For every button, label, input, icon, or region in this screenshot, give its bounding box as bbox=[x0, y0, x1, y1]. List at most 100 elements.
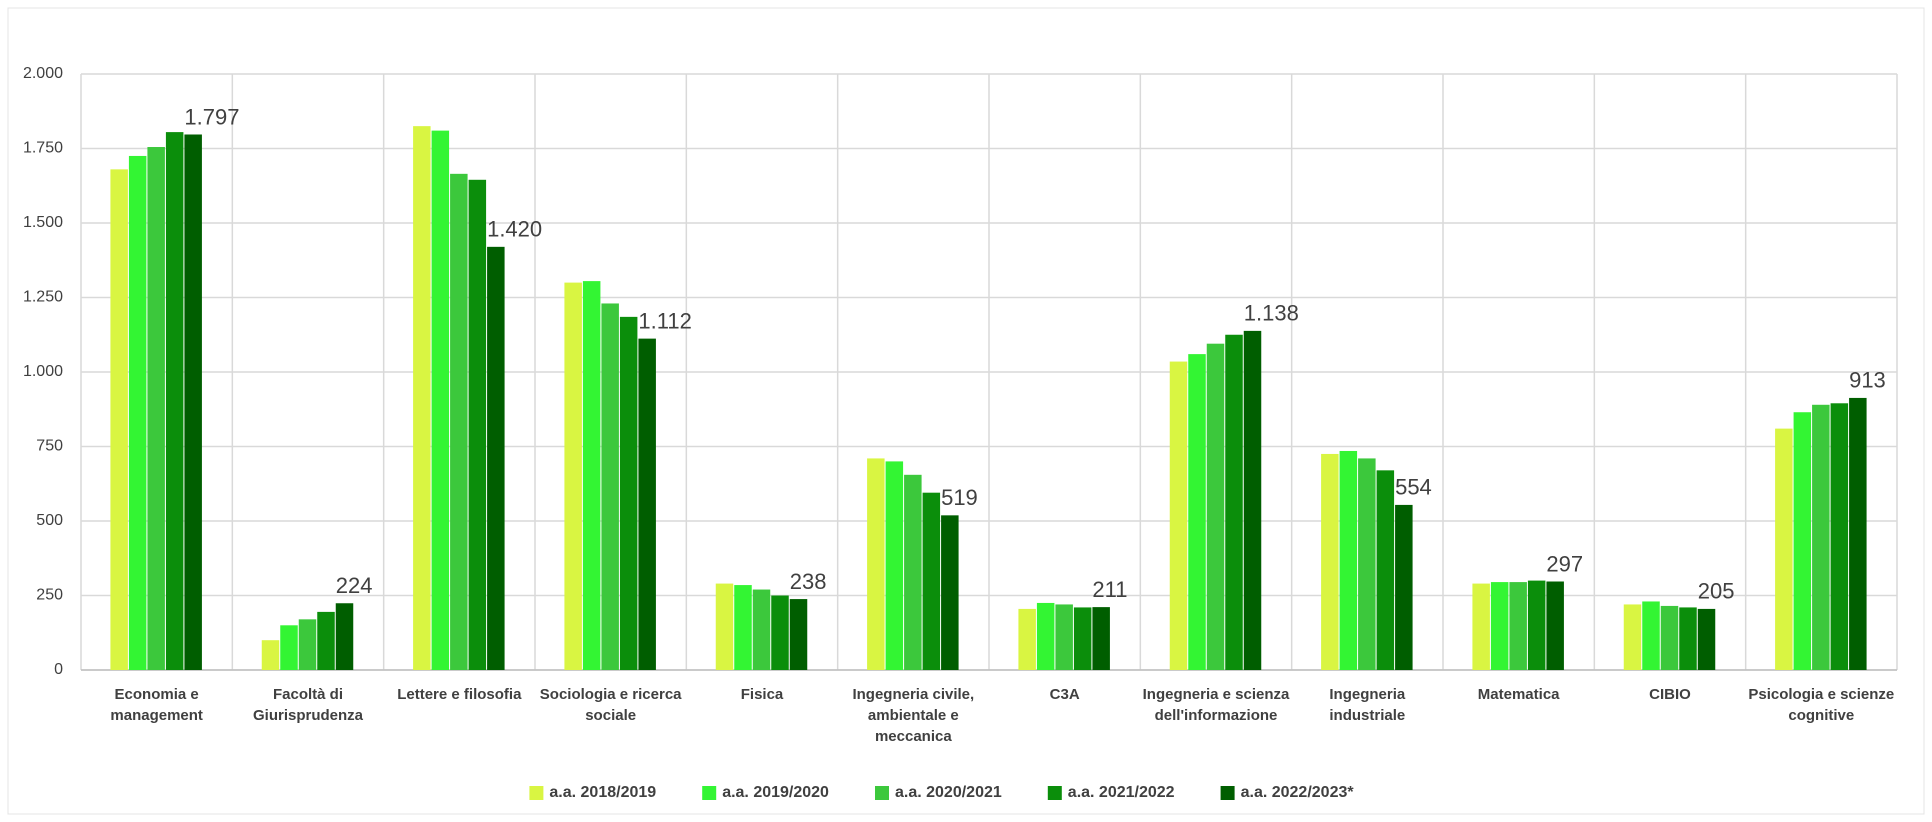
bar bbox=[1055, 604, 1073, 670]
bar bbox=[734, 585, 752, 670]
legend-swatch bbox=[702, 786, 717, 800]
legend-label: a.a. 2022/2023* bbox=[1241, 784, 1355, 801]
bar bbox=[110, 169, 128, 671]
x-tick-label: C3A bbox=[1049, 686, 1080, 703]
bar bbox=[601, 303, 619, 670]
bar bbox=[1018, 608, 1036, 670]
y-tick-label: 1.750 bbox=[23, 140, 63, 157]
legend-label: a.a. 2019/2020 bbox=[722, 784, 829, 801]
bar bbox=[1527, 580, 1546, 670]
bar bbox=[487, 246, 505, 670]
bar bbox=[1472, 583, 1490, 670]
bar bbox=[317, 611, 335, 670]
value-label: 238 bbox=[790, 569, 827, 594]
bar bbox=[1642, 601, 1660, 670]
y-tick-label: 1.000 bbox=[23, 363, 63, 380]
bar bbox=[165, 132, 184, 671]
value-label: 1.797 bbox=[184, 104, 239, 129]
bar bbox=[1509, 582, 1527, 670]
x-tick-label: Ingegneria industriale bbox=[1329, 686, 1406, 724]
legend-label: a.a. 2020/2021 bbox=[895, 784, 1002, 801]
bar bbox=[1225, 334, 1243, 670]
value-label: 554 bbox=[1395, 475, 1432, 500]
x-tick-label: CIBIO bbox=[1649, 686, 1691, 703]
bar bbox=[885, 461, 904, 670]
bar bbox=[582, 281, 601, 670]
value-label: 211 bbox=[1092, 577, 1127, 602]
bar bbox=[1092, 607, 1110, 670]
bar bbox=[1623, 604, 1642, 670]
bar bbox=[261, 640, 280, 670]
y-tick-label: 2.000 bbox=[23, 65, 63, 82]
x-tick-label: Matematica bbox=[1477, 686, 1560, 703]
value-label: 1.112 bbox=[638, 308, 691, 333]
y-tick-label: 1.250 bbox=[23, 289, 63, 306]
legend-swatch bbox=[1220, 786, 1235, 800]
value-label: 297 bbox=[1546, 551, 1583, 576]
bar bbox=[715, 583, 734, 670]
bar bbox=[638, 338, 656, 670]
x-tick-label: Facoltà di Giurisprudenza bbox=[252, 686, 364, 724]
bar bbox=[450, 173, 468, 670]
x-tick-label: Economia e management bbox=[110, 686, 203, 724]
bar bbox=[280, 625, 298, 670]
bar bbox=[1243, 330, 1262, 670]
bar bbox=[564, 282, 582, 670]
bar bbox=[1395, 504, 1413, 670]
value-label: 1.420 bbox=[487, 217, 542, 242]
x-tick-label: Sociologia e ricerca sociale bbox=[539, 686, 682, 724]
bar bbox=[1376, 470, 1395, 670]
bar bbox=[922, 492, 941, 670]
bar bbox=[1073, 607, 1092, 670]
legend-swatch bbox=[875, 786, 889, 800]
legend-label: a.a. 2018/2019 bbox=[549, 784, 656, 801]
bar bbox=[1490, 582, 1509, 670]
bar bbox=[1660, 605, 1679, 670]
bar bbox=[1358, 458, 1376, 670]
y-tick-label: 750 bbox=[36, 438, 63, 455]
x-tick-label: Lettere e filosofia bbox=[397, 686, 522, 703]
bar bbox=[941, 515, 959, 670]
value-label: 224 bbox=[336, 573, 373, 598]
bar bbox=[771, 595, 789, 670]
bar bbox=[619, 316, 638, 670]
bar bbox=[335, 603, 354, 670]
bar bbox=[752, 589, 771, 670]
bar bbox=[1339, 450, 1358, 670]
bar bbox=[1321, 453, 1339, 670]
bar bbox=[1188, 354, 1206, 670]
bar bbox=[298, 619, 317, 670]
bar bbox=[147, 147, 165, 670]
bar bbox=[468, 179, 487, 671]
bar bbox=[431, 130, 450, 670]
bar bbox=[1793, 412, 1812, 670]
bar bbox=[184, 134, 202, 670]
legend-swatch bbox=[529, 786, 544, 800]
x-tick-label: Fisica bbox=[740, 686, 784, 703]
bar bbox=[1849, 397, 1867, 670]
value-label: 913 bbox=[1849, 368, 1886, 393]
bar bbox=[1812, 404, 1830, 670]
chart-frame bbox=[7, 7, 1925, 815]
y-tick-label: 500 bbox=[36, 512, 63, 529]
bar bbox=[1036, 602, 1055, 670]
bar bbox=[867, 458, 885, 670]
bar bbox=[1206, 343, 1225, 670]
bar bbox=[128, 155, 147, 670]
value-label: 519 bbox=[941, 485, 978, 510]
y-tick-label: 1.500 bbox=[23, 214, 63, 231]
x-tick-label: Ingegneria e scienza dell'informazione bbox=[1142, 686, 1290, 724]
x-tick-label: Psicologia e scienze cognitive bbox=[1748, 686, 1895, 724]
bar bbox=[1775, 428, 1793, 670]
bar bbox=[1169, 361, 1188, 670]
y-tick-label: 250 bbox=[36, 587, 63, 604]
bar bbox=[1679, 607, 1697, 670]
legend-swatch bbox=[1047, 786, 1062, 800]
x-tick-label: Ingegneria civile, ambientale e meccanic… bbox=[852, 686, 975, 745]
legend-label: a.a. 2021/2022 bbox=[1068, 784, 1175, 801]
bar bbox=[1546, 581, 1564, 670]
bar bbox=[1830, 403, 1849, 670]
bar bbox=[413, 126, 431, 670]
value-label: 205 bbox=[1698, 579, 1735, 604]
